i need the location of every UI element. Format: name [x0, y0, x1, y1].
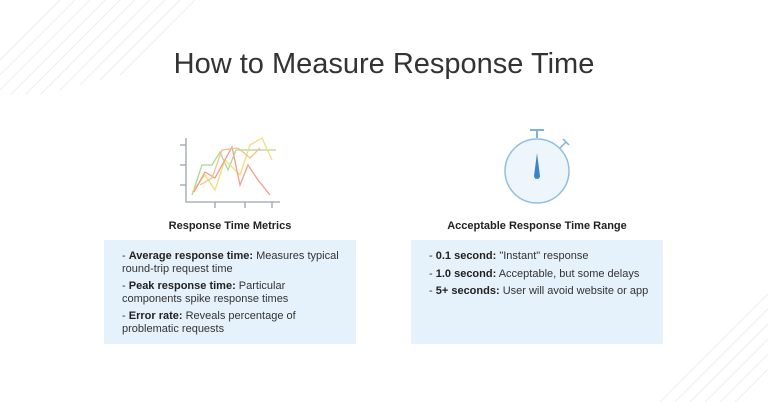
section-box: - 0.1 second: "Instant" response - 1.0 se…	[411, 240, 663, 344]
item-text: Reveals percentage of problematic reques…	[122, 310, 296, 335]
item-text: Measures typical round-trip request time	[122, 250, 339, 275]
list-item: - Error rate: Reveals percentage of prob…	[122, 310, 344, 335]
item-text: "Instant" response	[499, 250, 589, 262]
list-item: - 5+ seconds: User will avoid website or…	[429, 285, 651, 298]
list-item: - 1.0 second: Acceptable, but some delay…	[429, 268, 651, 281]
item-term: 1.0 second:	[435, 267, 497, 280]
item-term: Average response time:	[128, 250, 254, 262]
item-text: User will avoid website or app	[502, 285, 649, 297]
section-box: - Average response time: Measures typica…	[104, 240, 356, 344]
list-item: - Peak response time: Particular compone…	[122, 280, 344, 305]
item-term: Peak response time:	[128, 280, 236, 292]
page-title: How to Measure Response Time	[173, 48, 595, 80]
section-heading: Response Time Metrics	[168, 220, 292, 232]
list-item: - 0.1 second: "Instant" response	[429, 250, 651, 263]
item-text: Particular components spike response tim…	[122, 280, 289, 305]
list-item: - Average response time: Measures typica…	[122, 250, 344, 275]
item-marker: -	[122, 310, 126, 322]
item-marker: -	[429, 267, 433, 280]
item-marker: -	[122, 280, 126, 292]
item-marker: -	[122, 250, 126, 262]
item-marker: -	[429, 250, 433, 262]
item-term: Error rate:	[128, 310, 183, 322]
item-text: Acceptable, but some delays	[498, 267, 640, 280]
item-term: 5+ seconds:	[435, 285, 500, 297]
chart-icon	[180, 137, 280, 208]
item-term: 0.1 second:	[435, 250, 497, 262]
stopwatch-icon	[504, 129, 570, 204]
item-marker: -	[429, 285, 433, 297]
section-heading: Acceptable Response Time Range	[447, 220, 627, 232]
